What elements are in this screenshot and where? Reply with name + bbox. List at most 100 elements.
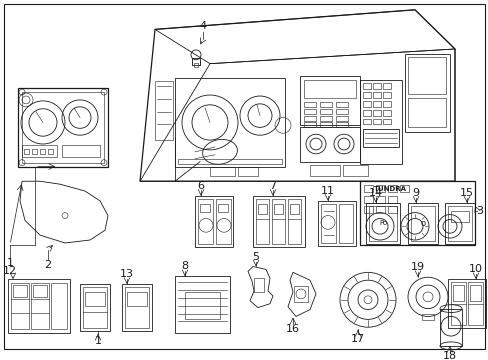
Bar (304, 116, 315, 121)
Text: 7: 7 (269, 181, 276, 191)
Text: 1: 1 (94, 336, 102, 346)
Bar (320, 204, 335, 243)
Text: Po: Po (378, 220, 386, 226)
Bar (293, 286, 307, 302)
Text: 17: 17 (350, 334, 365, 344)
Bar (363, 206, 372, 213)
Bar (11, 283, 29, 329)
Bar (359, 181, 474, 245)
Bar (410, 206, 434, 241)
Text: 2: 2 (44, 260, 51, 270)
Text: 11: 11 (320, 186, 334, 196)
Bar (258, 204, 266, 213)
Bar (447, 206, 471, 241)
Bar (309, 165, 339, 176)
Bar (13, 285, 27, 297)
Bar (155, 81, 173, 140)
Bar (335, 109, 347, 114)
Text: 5: 5 (252, 252, 259, 262)
Bar (125, 287, 149, 328)
Bar (372, 101, 380, 107)
Text: 18: 18 (442, 351, 456, 360)
Bar (372, 118, 380, 125)
Bar (452, 285, 463, 301)
Bar (382, 118, 390, 125)
Bar (252, 196, 305, 247)
Bar (387, 206, 396, 213)
Bar (319, 102, 331, 107)
Bar (31, 283, 49, 329)
Bar (8, 279, 70, 333)
Bar (387, 196, 396, 203)
Bar (342, 165, 367, 176)
Bar (122, 284, 152, 331)
Bar (209, 167, 235, 176)
Text: 14: 14 (368, 188, 382, 198)
Bar (218, 204, 227, 212)
Bar (362, 118, 370, 125)
Bar (359, 80, 401, 163)
Bar (184, 292, 220, 319)
Bar (304, 102, 315, 107)
Bar (450, 211, 468, 222)
Bar (32, 149, 37, 154)
Text: 13: 13 (120, 269, 134, 279)
Bar (289, 204, 298, 213)
Bar (335, 116, 347, 121)
Text: 6: 6 (197, 181, 204, 191)
Bar (375, 206, 384, 213)
Bar (51, 283, 67, 329)
Bar (83, 287, 107, 328)
Bar (271, 199, 285, 244)
Text: 16: 16 (285, 324, 299, 334)
Bar (382, 110, 390, 116)
Bar (127, 292, 147, 306)
Bar (85, 292, 105, 306)
Bar (273, 204, 283, 213)
Bar (368, 206, 396, 241)
Bar (40, 149, 45, 154)
Text: 12: 12 (3, 266, 17, 276)
Bar (387, 185, 396, 192)
Bar (200, 204, 209, 212)
Bar (362, 101, 370, 107)
Bar (362, 83, 370, 89)
Bar (407, 98, 445, 127)
Bar (299, 76, 359, 125)
Bar (256, 199, 268, 244)
Text: 9: 9 (411, 188, 419, 198)
Bar (253, 278, 264, 292)
Bar (375, 196, 384, 203)
Bar (62, 145, 100, 157)
Bar (22, 145, 57, 157)
Bar (304, 109, 315, 114)
Bar (363, 196, 372, 203)
Bar (178, 159, 282, 163)
Bar (382, 83, 390, 89)
Bar (372, 92, 380, 98)
Text: o: o (420, 219, 425, 228)
Bar (372, 110, 380, 116)
Bar (24, 149, 29, 154)
Bar (404, 54, 449, 132)
Bar (407, 203, 437, 244)
Bar (363, 185, 372, 192)
Text: 10: 10 (468, 264, 482, 274)
Bar (216, 199, 230, 244)
Bar (175, 78, 285, 167)
Bar (399, 185, 408, 192)
Bar (304, 122, 315, 127)
Bar (319, 109, 331, 114)
Bar (382, 92, 390, 98)
Bar (467, 282, 482, 325)
Bar (450, 282, 465, 325)
Text: 15: 15 (459, 188, 473, 198)
Bar (421, 315, 433, 320)
Bar (469, 285, 480, 301)
Bar (362, 110, 370, 116)
Bar (194, 63, 198, 67)
Bar (192, 58, 200, 65)
Bar (238, 167, 258, 176)
Bar (287, 199, 301, 244)
Text: 4: 4 (199, 22, 206, 31)
